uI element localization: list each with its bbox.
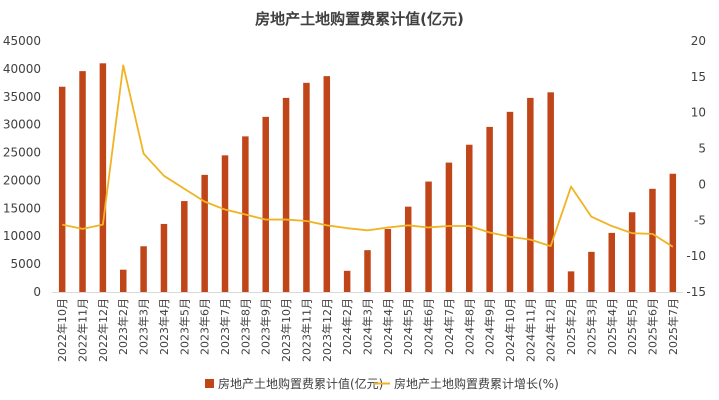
x-axis-tick-label: 2023年3月 xyxy=(137,298,151,355)
left-axis-tick-label: 0 xyxy=(33,285,41,299)
bar xyxy=(262,116,269,292)
x-axis-tick-label: 2023年12月 xyxy=(320,298,334,362)
bar xyxy=(669,173,677,292)
bar xyxy=(343,270,351,292)
left-axis-tick-label: 40000 xyxy=(3,62,41,76)
bar xyxy=(608,232,616,292)
right-axis: -15 -10 -5 0 5 10 15 20 xyxy=(686,34,706,299)
x-axis-tick-label: 2023年10月 xyxy=(279,298,293,362)
x-axis-tick-label: 2022年12月 xyxy=(96,298,110,362)
bar xyxy=(547,92,554,292)
right-axis-tick-label: 0 xyxy=(698,177,706,191)
bar xyxy=(221,155,229,292)
x-axis-tick-label: 2024年5月 xyxy=(401,298,415,355)
right-axis-tick-label: 10 xyxy=(691,106,706,120)
bar xyxy=(588,251,595,292)
left-axis-tick-label: 30000 xyxy=(3,118,41,132)
bar xyxy=(201,174,208,292)
left-axis-tick-label: 20000 xyxy=(3,173,41,187)
x-axis-tick-label: 2023年6月 xyxy=(198,298,212,355)
x-axis-tick-label: 2023年4月 xyxy=(157,298,171,355)
bar xyxy=(79,71,86,293)
left-axis-tick-label: 5000 xyxy=(10,257,41,271)
x-axis-tick-label: 2024年8月 xyxy=(462,298,476,355)
right-axis-tick-label: -15 xyxy=(686,285,706,299)
x-axis: 2022年10月 2022年11月 2022年12月 2023年2月 2023年3月 20… xyxy=(52,292,683,362)
bar xyxy=(486,126,493,292)
x-axis-tick-label: 2024年10月 xyxy=(503,298,517,362)
bar xyxy=(384,228,392,292)
x-axis-tick-label: 2025年5月 xyxy=(625,298,639,355)
bar xyxy=(58,86,66,292)
right-axis-tick-label: 5 xyxy=(698,142,706,156)
bar xyxy=(404,206,412,292)
bar xyxy=(140,246,147,292)
x-axis-tick-label: 2023年11月 xyxy=(299,298,313,362)
x-axis-tick-label: 2023年2月 xyxy=(116,298,130,355)
bar xyxy=(323,76,331,292)
x-axis-tick-label: 2024年6月 xyxy=(422,298,436,355)
legend-bar-swatch xyxy=(205,379,214,388)
bar xyxy=(181,201,188,292)
x-axis-tick-label: 2025年3月 xyxy=(584,298,598,355)
x-axis-tick-label: 2024年2月 xyxy=(340,298,354,355)
bar xyxy=(119,269,127,292)
x-axis-tick-label: 2024年11月 xyxy=(523,298,537,362)
chart-title: 房地产土地购置费累计值(亿元) xyxy=(255,10,464,28)
x-axis-tick-label: 2023年5月 xyxy=(177,298,191,355)
bar-series xyxy=(58,63,677,293)
x-axis-tick-label: 2023年8月 xyxy=(238,298,252,355)
x-axis-tick-label: 2023年9月 xyxy=(259,298,273,355)
left-axis-tick-label: 45000 xyxy=(3,34,41,48)
left-axis: 0 5000 10000 15000 20000 25000 30000 35000 40000… xyxy=(3,34,41,299)
right-axis-tick-label: 15 xyxy=(691,70,706,84)
x-axis-tick-label: 2022年11月 xyxy=(76,298,90,362)
x-axis-tick-label: 2022年10月 xyxy=(55,298,69,362)
bar xyxy=(160,223,168,292)
bar xyxy=(282,97,290,292)
bar xyxy=(445,162,453,292)
left-axis-tick-label: 10000 xyxy=(3,229,41,243)
x-axis-tick-label: 2025年2月 xyxy=(564,298,578,355)
bar xyxy=(567,271,575,292)
bar xyxy=(303,82,310,292)
line-series xyxy=(61,64,674,248)
x-axis-tick-label: 2025年7月 xyxy=(666,298,680,355)
left-axis-tick-label: 25000 xyxy=(3,146,41,160)
x-axis-tick-label: 2024年12月 xyxy=(544,298,558,362)
legend: 房地产土地购置费累计值(亿元) 房地产土地购置费累计增长(%) xyxy=(205,376,559,391)
legend-line-label: 房地产土地购置费累计增长(%) xyxy=(394,376,559,391)
x-axis-tick-label: 2025年6月 xyxy=(645,298,659,355)
bar xyxy=(425,181,432,292)
x-axis-tick-label: 2024年4月 xyxy=(381,298,395,355)
x-axis-tick-label: 2025年4月 xyxy=(605,298,619,355)
bar xyxy=(364,250,371,292)
bar xyxy=(649,188,656,292)
x-axis-tick-label: 2023年7月 xyxy=(218,298,232,355)
legend-bar-label: 房地产土地购置费累计值(亿元) xyxy=(218,376,383,391)
bar xyxy=(466,144,473,292)
right-axis-tick-label: -5 xyxy=(694,213,706,227)
right-axis-tick-label: -10 xyxy=(686,249,706,263)
bar xyxy=(99,63,107,292)
bar xyxy=(527,97,534,292)
x-axis-tick-label: 2024年7月 xyxy=(442,298,456,355)
right-axis-tick-label: 20 xyxy=(691,34,706,48)
bar xyxy=(628,212,636,292)
x-axis-tick-label: 2024年9月 xyxy=(483,298,497,355)
left-axis-tick-label: 15000 xyxy=(3,201,41,215)
bar xyxy=(506,111,514,293)
left-axis-tick-label: 35000 xyxy=(3,90,41,104)
line-series-path xyxy=(61,64,674,248)
x-axis-tick-label: 2024年3月 xyxy=(361,298,375,355)
